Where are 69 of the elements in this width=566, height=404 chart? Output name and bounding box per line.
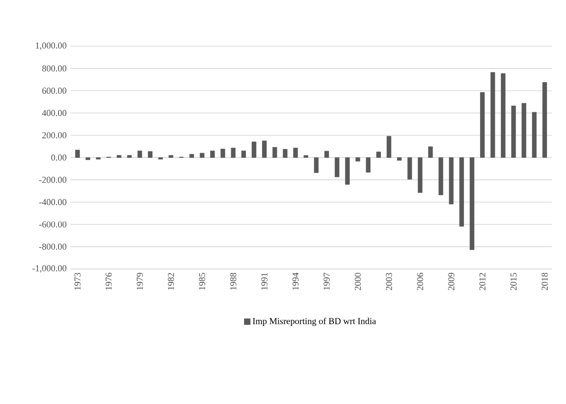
bar — [428, 146, 433, 158]
bar — [522, 102, 526, 158]
bar — [148, 151, 152, 158]
bar — [127, 154, 132, 158]
x-tick-label: 2015 — [510, 272, 517, 290]
x-tick-label: 2009 — [448, 272, 454, 290]
bar — [86, 157, 90, 160]
bar — [459, 157, 464, 226]
x-tick-label: 1991 — [261, 272, 268, 290]
bar — [542, 82, 547, 158]
bar — [511, 106, 516, 158]
bar — [500, 73, 506, 158]
bar — [241, 150, 246, 158]
x-tick-label: 1994 — [292, 272, 299, 290]
x-tick-label: 2006 — [417, 272, 424, 290]
y-tick-label: -400.00 — [39, 198, 66, 205]
x-tick-label: 1973 — [74, 272, 81, 290]
y-tick-label: 1,000.00 — [36, 42, 66, 50]
bar — [480, 92, 485, 158]
bar — [366, 157, 370, 172]
bar — [397, 157, 402, 160]
y-tick-label: -600.00 — [39, 221, 66, 228]
y-tick-label: -200.00 — [39, 176, 66, 183]
bar — [138, 150, 142, 158]
y-tick-label: 0.00 — [51, 154, 66, 160]
bar — [116, 154, 122, 158]
bar — [210, 150, 215, 158]
x-tick-label: 1988 — [230, 272, 236, 290]
legend-label: Imp Misreporting of BD wrt India — [252, 318, 376, 326]
bar — [448, 157, 454, 204]
bar — [386, 136, 392, 158]
bar — [356, 157, 360, 162]
bar — [230, 148, 236, 158]
bar — [470, 157, 474, 250]
x-tick-label: 1976 — [106, 272, 112, 290]
x-tick-label: 1997 — [324, 272, 330, 290]
bar — [438, 157, 444, 195]
bar — [262, 140, 267, 158]
y-tick-label: 400.00 — [42, 110, 66, 116]
x-tick-label: 2003 — [386, 272, 392, 290]
x-tick-label: 2012 — [479, 272, 486, 290]
y-tick-label: 800.00 — [42, 65, 66, 72]
bar — [293, 148, 298, 158]
bar — [314, 157, 319, 173]
bar — [220, 148, 226, 158]
y-tick-label: 200.00 — [42, 132, 66, 138]
bar — [345, 157, 350, 184]
bar — [272, 146, 278, 158]
bar — [252, 141, 256, 158]
x-tick-label: 1979 — [136, 272, 143, 290]
x-tick-label: 2018 — [542, 272, 548, 290]
bar — [75, 150, 80, 158]
bar — [189, 154, 194, 158]
bar — [490, 72, 496, 158]
bar — [376, 152, 381, 158]
x-tick-label: 1982 — [168, 272, 174, 290]
bar — [334, 157, 340, 177]
x-tick-label: 1985 — [199, 272, 206, 290]
bar — [407, 157, 412, 180]
y-tick-label: 600.00 — [42, 87, 66, 94]
y-tick-label: -800.00 — [39, 243, 66, 250]
bar — [282, 148, 288, 158]
bar — [532, 112, 537, 158]
bar — [324, 150, 329, 158]
y-tick-label: -1,000.00 — [32, 265, 66, 272]
bar — [200, 152, 204, 158]
x-tick-label: 2000 — [354, 272, 361, 290]
bar — [168, 154, 174, 158]
bar — [418, 157, 422, 193]
